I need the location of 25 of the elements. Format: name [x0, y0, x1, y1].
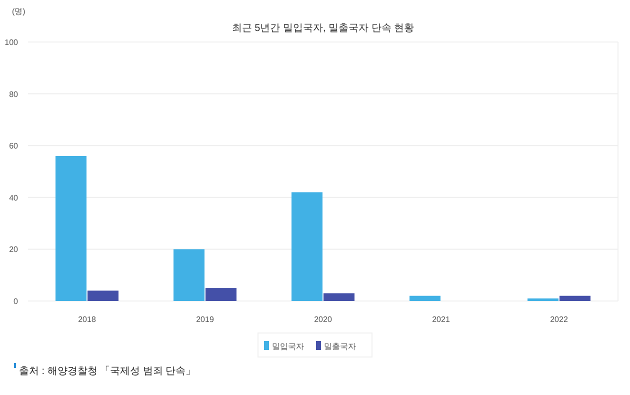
bar — [206, 288, 236, 301]
x-tick-label: 2018 — [78, 315, 96, 324]
bar — [410, 296, 440, 301]
bar — [174, 249, 204, 301]
source-note: 출처 : 해양경찰청 「국제성 범죄 단속」 — [19, 365, 196, 377]
y-tick-label: 20 — [9, 245, 19, 254]
legend-label: 밀출국자 — [324, 342, 356, 351]
y-tick-label: 100 — [4, 38, 19, 47]
x-tick-label: 2019 — [196, 315, 214, 324]
bar — [324, 293, 354, 301]
bar — [56, 156, 86, 301]
chart-title: 최근 5년간 밀입국자, 밀출국자 단속 현황 — [232, 23, 414, 34]
y-tick-label: 40 — [9, 193, 19, 202]
bar — [88, 290, 118, 301]
y-tick-label: 80 — [9, 90, 19, 99]
y-tick-label: 0 — [14, 297, 19, 306]
x-tick-label: 2022 — [550, 315, 568, 324]
bar — [560, 296, 590, 301]
x-tick-label: 2021 — [432, 315, 450, 324]
y-tick-label: 60 — [9, 142, 19, 151]
legend-label: 밀입국자 — [272, 342, 304, 351]
x-tick-label: 2020 — [314, 315, 332, 324]
bar — [528, 298, 558, 301]
bar — [292, 192, 322, 301]
y-axis-title: (명) — [12, 7, 26, 16]
